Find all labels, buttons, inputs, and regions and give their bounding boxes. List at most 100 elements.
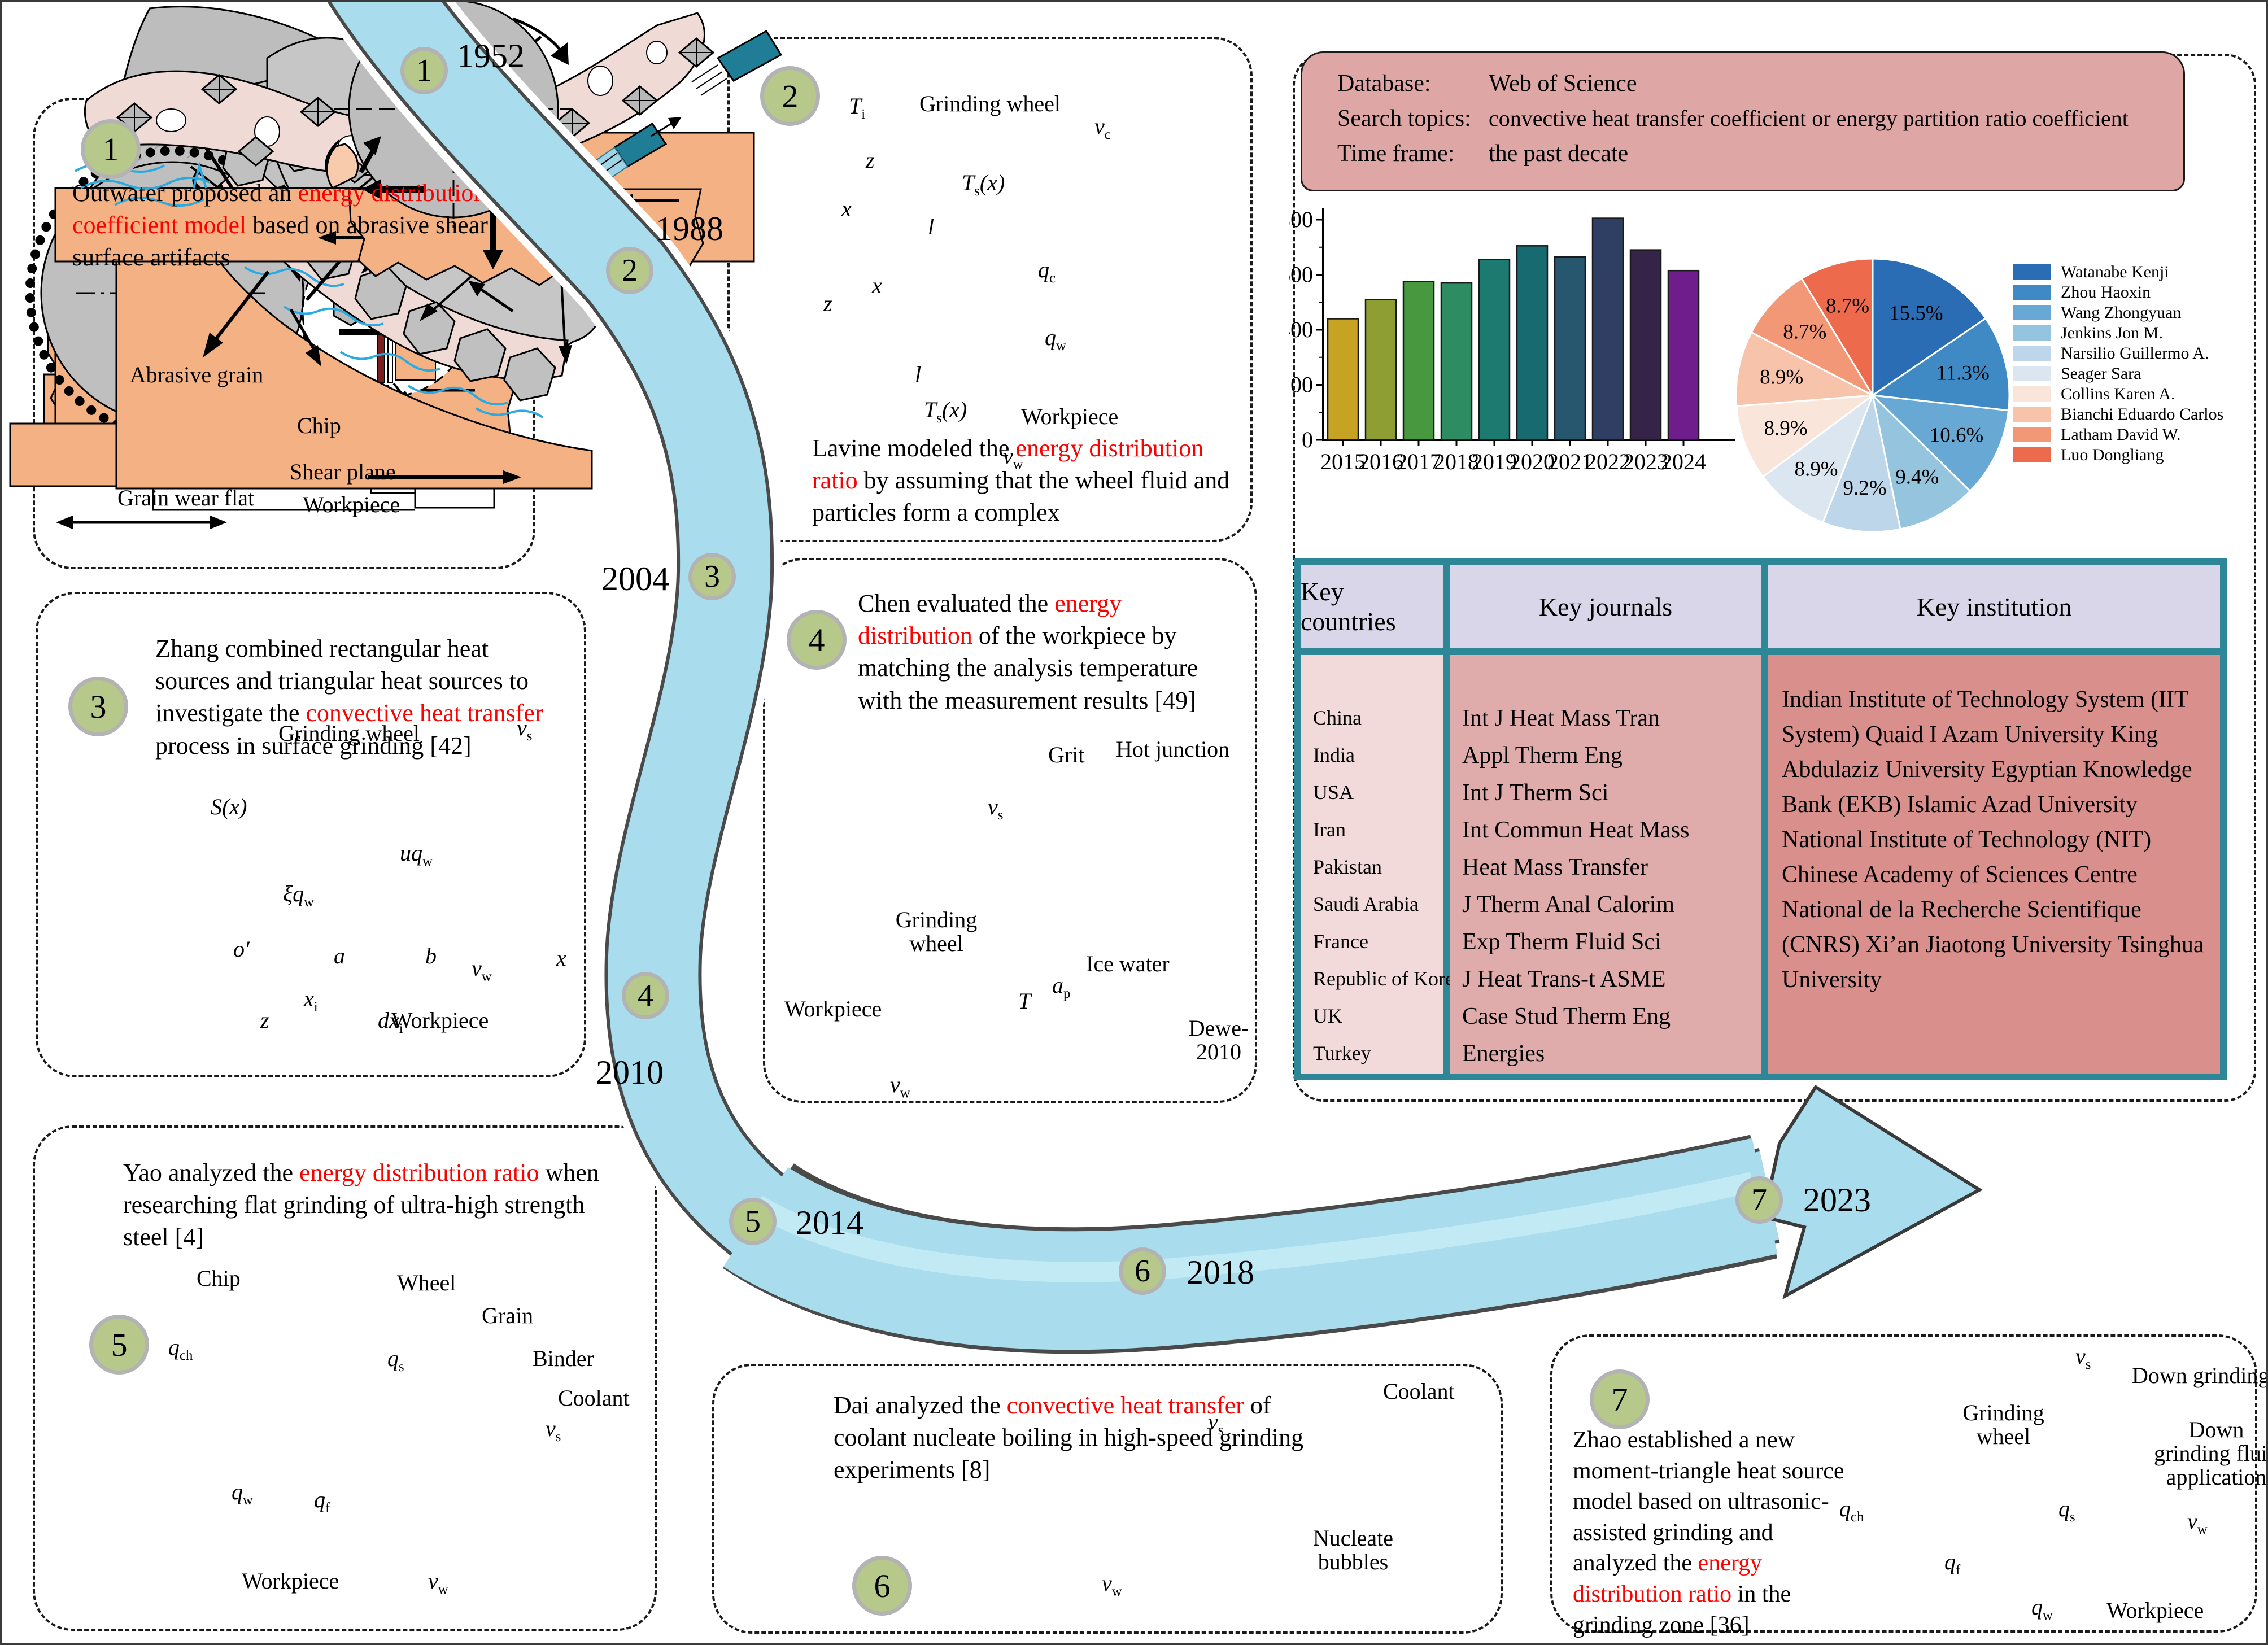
pie-label-1: 11.3% [1936, 361, 1990, 385]
diagram-label-3-5: o' [233, 936, 250, 962]
table-row: Exp Therm Fluid Sci [1462, 929, 1661, 955]
milestone-text-4: Chen evaluated the energy distribution o… [858, 590, 1198, 714]
legend-swatch-5 [2013, 366, 2051, 381]
pie-slice-2 [1870, 394, 2010, 492]
milestone-text-5: Yao analyzed the energy distribution rat… [123, 1159, 599, 1251]
table-row: USA [1313, 781, 1354, 804]
table-row: France [1313, 930, 1368, 953]
legend-label-3: Jenkins Jon M. [2061, 324, 2163, 342]
legend-swatch-0 [2013, 264, 2051, 280]
diagram-label-5-9: vs [546, 1416, 561, 1445]
pie-label-7: 8.9% [1760, 365, 1803, 389]
table-row: Pakistan [1313, 856, 1382, 878]
diagram-label-5-0: Chip [197, 1266, 241, 1291]
diagram-label-7-0: vs [2075, 1343, 2091, 1372]
legend-swatch-8 [2013, 427, 2051, 442]
milestone-badge-3: 3 [68, 677, 128, 736]
diagram-label-5-8: qf [314, 1487, 330, 1516]
diagram-label-1-1: Chip [297, 413, 341, 438]
milestone-box-7 [1550, 1334, 2257, 1633]
bar-2022 [1591, 217, 1624, 441]
publications-bar-chart: 0200400600800201520162017201820192020202… [1289, 207, 1735, 474]
diagram-label-2-10: l [915, 362, 922, 387]
diagram-label-2-7: qc [1038, 257, 1056, 286]
diagram-label-3-8: x [556, 945, 566, 971]
diagram-label-3-2: ξqw [283, 881, 315, 910]
diagram-label-2-8: x [872, 273, 882, 298]
diagram-label-5-11: Workpiece [242, 1568, 339, 1594]
diagram-label-5-6: qs [387, 1346, 404, 1375]
pie-label-4: 9.2% [1843, 477, 1887, 500]
banner-value-database: Web of Science [1489, 71, 1637, 97]
milestone-box-6 [712, 1364, 1503, 1634]
diagram-label-7-9: Workpiece [2106, 1598, 2204, 1623]
legend-item-1: Zhou Haoxin [2013, 283, 2256, 302]
diagram-label-4-9: vw [890, 1072, 910, 1101]
diagram-label-2-11: qw [1045, 325, 1066, 354]
diagram-label-1-0: Abrasive grain [129, 362, 264, 387]
diagram-label-2-9: z [823, 291, 832, 316]
pie-slice-9 [1800, 258, 1874, 399]
pie-slice-4 [1821, 392, 1901, 533]
table-row: UK [1313, 1005, 1342, 1027]
diagram-label-6-1: vs [1208, 1409, 1224, 1438]
y-tick-label: 600 [1289, 262, 1313, 287]
legend-item-3: Jenkins Jon M. [2013, 324, 2256, 343]
table-row: Appl Therm Eng [1462, 743, 1623, 769]
diagram-label-7-3: Down grinding fluid application [2153, 1417, 2268, 1490]
diagram-label-6-2: Nucleate bubbles [1312, 1525, 1394, 1574]
legend-item-7: Bianchi Eduardo Carlos [2013, 405, 2256, 424]
diagram-label-3-6: a [334, 943, 345, 968]
diagram-label-7-5: qs [2058, 1496, 2075, 1525]
diagram-label-2-1: Ti [849, 93, 866, 122]
diagram-label-5-10: vw [428, 1568, 448, 1597]
bar-2016 [1364, 299, 1397, 441]
legend-swatch-4 [2013, 346, 2051, 361]
table-row: Turkey [1313, 1042, 1371, 1064]
diagram-label-3-1: S(x) [211, 794, 247, 819]
table-row: Heat Mass Transfer [1462, 854, 1648, 880]
pie-legend: Watanabe Kenji Zhou Haoxin Wang Zhongyuan J… [2013, 263, 2256, 477]
legend-label-2: Wang Zhongyuan [2061, 303, 2182, 322]
legend-label-0: Watanabe Kenji [2061, 263, 2169, 281]
diagram-label-2-14: vw [1003, 443, 1023, 472]
pie-slice-1 [1870, 317, 2010, 412]
diagram-label-5-7: qw [232, 1479, 253, 1508]
table-row: Case Stud Therm Eng [1462, 1003, 1671, 1029]
legend-label-7: Bianchi Eduardo Carlos [2061, 405, 2224, 424]
diagram-label-4-3: Grinding wheel [895, 907, 978, 956]
timeline-marker-5: 5 [729, 1198, 777, 1245]
diagram-label-6-3: vw [1102, 1570, 1122, 1599]
diagram-label-4-2: vs [988, 794, 1004, 823]
diagram-label-4-0: Grit [1048, 742, 1085, 767]
milestone-badge-1: 1 [81, 119, 141, 179]
bar-2020 [1516, 245, 1549, 441]
milestone-badge-7: 7 [1590, 1369, 1650, 1429]
milestone-text-7: Zhao established a new moment-triangle h… [1573, 1427, 1844, 1638]
y-tick-label: 0 [1302, 427, 1313, 452]
diagram-label-5-3: Binder [533, 1346, 594, 1371]
table-row: Republic of Korea [1313, 967, 1463, 990]
milestone-text-6: Dai analyzed the convective heat transfe… [834, 1391, 1304, 1484]
diagram-label-2-2: vc [1094, 114, 1111, 142]
timeline-year-1952: 1952 [457, 37, 525, 75]
pie-label-0: 15.5% [1889, 302, 1943, 325]
pie-label-9: 8.7% [1826, 295, 1869, 318]
legend-swatch-9 [2013, 447, 2051, 462]
diagram-label-4-6: T [1018, 988, 1031, 1014]
legend-swatch-7 [2013, 407, 2051, 422]
pie-slice-0 [1872, 258, 1987, 397]
legend-label-5: Seager Sara [2061, 364, 2141, 383]
table-row: Iran [1313, 818, 1346, 841]
milestone-badge-5: 5 [89, 1315, 149, 1375]
diagram-label-2-3: z [866, 147, 875, 173]
diagram-label-4-7: Ice water [1086, 951, 1170, 976]
y-tick-label: 200 [1289, 372, 1313, 398]
diagram-label-7-7: qw [2031, 1594, 2053, 1623]
legend-item-6: Collins Karen A. [2013, 385, 2256, 404]
timeline-marker-3: 3 [688, 553, 736, 600]
legend-item-2: Wang Zhongyuan [2013, 303, 2256, 322]
diagram-label-7-1: Down grinding [2132, 1363, 2268, 1388]
timeline-marker-4: 4 [622, 972, 669, 1019]
